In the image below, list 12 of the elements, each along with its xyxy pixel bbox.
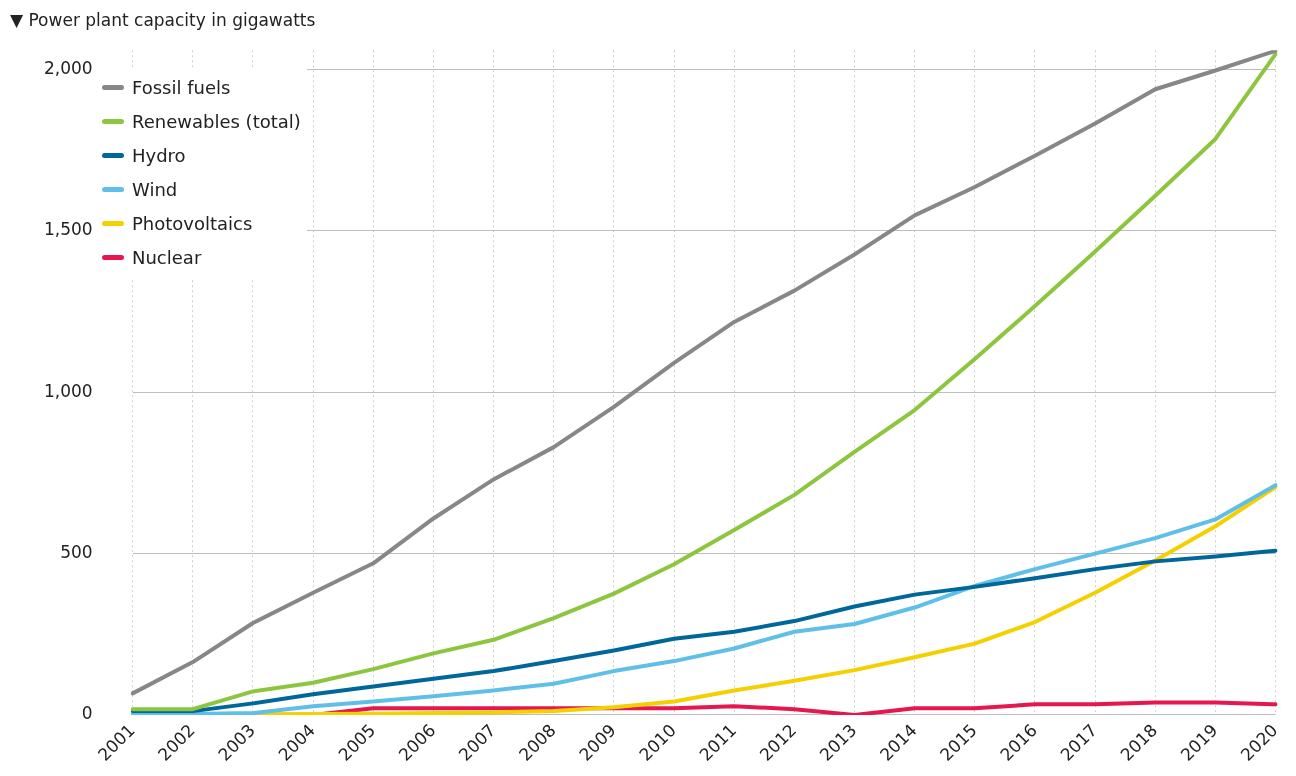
chart-title: ▼ Power plant capacity in gigawatts (10, 10, 316, 30)
legend-label: Fossil fuels (132, 76, 231, 98)
legend-label: Photovoltaics (132, 212, 253, 234)
y-tick-label: 2,000 (44, 57, 93, 78)
y-tick-label: 500 (60, 542, 93, 563)
legend-label: Hydro (132, 144, 186, 166)
legend-label: Wind (132, 178, 178, 200)
y-tick-label: 1,000 (44, 380, 93, 401)
legend-label: Renewables (total) (132, 110, 301, 132)
y-tick-label: 0 (81, 703, 93, 724)
y-tick-label: 1,500 (44, 219, 93, 240)
legend-label: Nuclear (132, 246, 202, 268)
